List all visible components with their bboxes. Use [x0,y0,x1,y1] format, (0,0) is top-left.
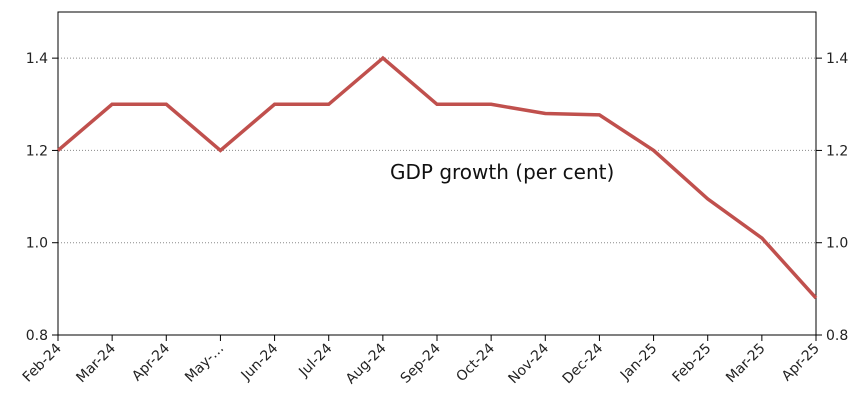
axis-ticks [52,57,822,341]
x-tick-label: Jan-25 [617,341,660,384]
x-tick-label: Apr-24 [129,340,173,384]
series [56,55,818,300]
y-tick-label-right: 1.2 [826,143,848,159]
y-tick-label-left: 1.2 [26,143,48,159]
series-line [56,55,818,300]
gridlines [58,57,816,244]
y-axis-right-labels: 0.8 1.0 1.2 1.4 [826,51,848,344]
y-axis-left-labels: 0.8 1.0 1.2 1.4 [26,51,48,344]
x-tick-label: Nov-24 [506,340,553,387]
y-tick-label-left: 1.4 [26,51,48,67]
x-tick-label: Apr-25 [779,341,823,385]
x-tick-label: Mar-25 [723,341,769,387]
y-tick-label-left: 0.8 [26,328,48,344]
y-tick-label-right: 0.8 [826,328,848,344]
y-tick-label-left: 1.0 [26,236,48,252]
y-tick-label-right: 1.0 [826,236,848,252]
x-tick-label: Feb-25 [670,341,715,386]
x-tick-label: Sep-24 [398,340,444,386]
y-tick-label-right: 1.4 [826,51,848,67]
chart-annotation: GDP growth (per cent) [390,160,614,184]
x-tick-label: Jul-24 [295,340,335,380]
x-tick-label: Dec-24 [560,340,607,387]
x-tick-label: May-… [182,341,227,386]
x-tick-label: Feb-24 [20,340,65,385]
x-tick-label: Mar-24 [73,340,119,386]
x-tick-label: Aug-24 [343,340,390,387]
x-axis-labels: Feb-24 Mar-24 Apr-24 May-… Jun-24 Jul-24 Aug-2… [20,340,823,387]
x-tick-label: Oct-24 [453,340,498,385]
x-tick-label: Jun-24 [238,340,282,384]
